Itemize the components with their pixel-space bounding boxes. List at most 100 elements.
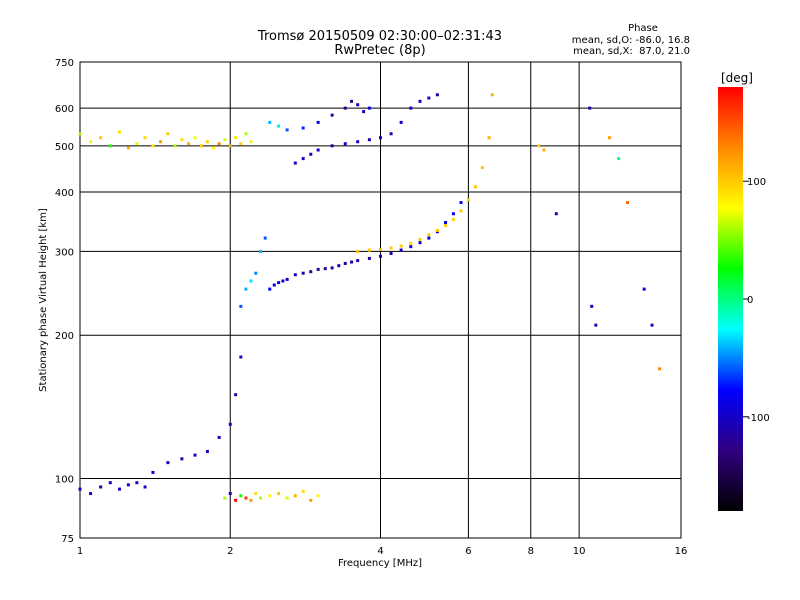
- data-point: [466, 198, 470, 202]
- data-point: [268, 494, 272, 498]
- y-axis-label: Stationary phase Virtual Height [km]: [38, 208, 49, 392]
- data-point: [459, 209, 463, 213]
- data-point: [487, 136, 491, 140]
- data-point: [277, 492, 281, 496]
- data-point: [451, 218, 455, 222]
- data-point: [301, 157, 305, 161]
- y-tick-label: 600: [55, 104, 74, 115]
- data-point: [293, 161, 297, 165]
- data-point: [399, 120, 403, 124]
- data-point: [249, 140, 253, 144]
- data-point: [281, 279, 285, 283]
- data-point: [187, 142, 191, 146]
- data-point: [173, 144, 177, 148]
- data-point: [650, 323, 654, 327]
- data-point: [108, 481, 112, 485]
- x-tick-label: 2: [227, 546, 233, 557]
- grid-lines: [80, 62, 681, 538]
- data-point: [617, 157, 621, 161]
- data-point: [99, 485, 103, 489]
- data-point: [272, 283, 276, 287]
- data-points: [78, 93, 662, 502]
- data-point: [367, 256, 371, 260]
- data-point: [418, 241, 422, 245]
- data-point: [234, 498, 238, 502]
- data-point: [301, 271, 305, 275]
- y-tick-label: 100: [55, 475, 74, 486]
- x-axis-ticks: 1 2 4 6 8 10 16: [77, 546, 688, 557]
- data-point: [316, 494, 320, 498]
- data-point: [89, 140, 93, 144]
- colorbar-tick-label: 100: [747, 177, 766, 188]
- colorbar-label: [deg]: [721, 71, 753, 85]
- chart-title: Tromsø 20150509 02:30:00–02:31:43: [257, 29, 502, 44]
- data-point: [459, 201, 463, 205]
- y-tick-label: 300: [55, 247, 74, 258]
- data-point: [263, 236, 267, 240]
- data-point: [554, 212, 558, 216]
- data-point: [309, 152, 313, 156]
- data-point: [199, 144, 203, 148]
- data-point: [151, 470, 155, 474]
- data-point: [108, 144, 112, 148]
- data-point: [537, 144, 541, 148]
- y-axis-ticks: 75 100 200 300 400 500 600 750: [55, 58, 74, 545]
- data-point: [277, 124, 281, 128]
- colorbar-tick-label: 0: [747, 295, 753, 306]
- data-point: [343, 261, 347, 265]
- data-point: [330, 144, 334, 148]
- colorbar-tick-label: -100: [747, 413, 770, 424]
- data-point: [234, 136, 238, 140]
- data-point: [193, 136, 197, 140]
- data-point: [444, 224, 448, 228]
- data-point: [205, 449, 209, 453]
- data-point: [379, 247, 382, 251]
- data-point: [166, 461, 170, 465]
- data-point: [234, 393, 238, 397]
- data-point: [166, 132, 170, 136]
- data-point: [259, 249, 263, 253]
- data-point: [126, 146, 130, 150]
- data-point: [244, 496, 248, 500]
- data-point: [228, 422, 232, 426]
- data-point: [217, 142, 221, 146]
- data-point: [249, 279, 253, 283]
- data-point: [180, 138, 184, 142]
- data-point: [217, 435, 221, 439]
- data-point: [642, 287, 646, 291]
- data-point: [211, 146, 215, 150]
- chart-subtitle: RwPretec (8p): [334, 43, 425, 58]
- data-point: [239, 355, 243, 359]
- data-point: [337, 264, 341, 268]
- data-point: [356, 140, 360, 144]
- data-point: [223, 496, 227, 500]
- x-tick-label: 6: [465, 546, 471, 557]
- data-point: [268, 120, 272, 124]
- data-point: [418, 237, 422, 241]
- y-tick-label: 75: [61, 534, 74, 545]
- data-point: [135, 142, 139, 146]
- data-point: [293, 494, 297, 498]
- data-point: [135, 481, 139, 485]
- data-point: [309, 498, 313, 502]
- data-point: [205, 140, 209, 144]
- data-point: [356, 249, 360, 253]
- data-point: [316, 120, 320, 124]
- x-axis-label: Frequency [MHz]: [338, 558, 422, 569]
- data-point: [239, 304, 243, 308]
- data-point: [239, 494, 243, 498]
- data-point: [285, 496, 289, 500]
- data-point: [228, 492, 232, 496]
- data-point: [99, 136, 103, 140]
- data-point: [223, 138, 227, 142]
- data-point: [244, 132, 248, 136]
- data-point: [399, 248, 403, 252]
- data-point: [89, 492, 93, 496]
- data-point: [444, 221, 448, 225]
- colorbar-ticks: 100 0 -100: [743, 177, 770, 424]
- data-point: [330, 266, 334, 270]
- stats-heading: Phase: [628, 23, 658, 34]
- data-point: [607, 136, 611, 140]
- data-point: [542, 148, 546, 152]
